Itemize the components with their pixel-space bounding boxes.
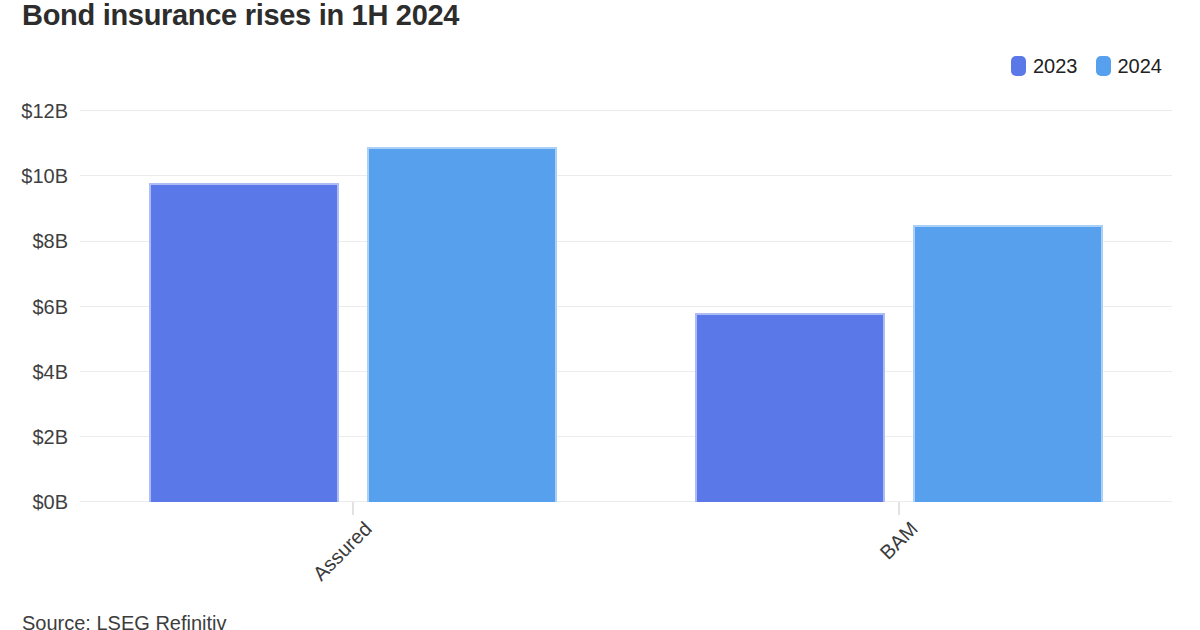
bar-assured-2023	[149, 183, 339, 502]
legend-swatch-2024	[1096, 56, 1111, 76]
y-axis: $0B$2B$4B$6B$8B$10B$12B	[0, 111, 68, 502]
x-axis-tick	[352, 502, 354, 515]
y-axis-tick-label: $12B	[0, 99, 68, 123]
y-axis-tick-label: $2B	[0, 425, 68, 449]
y-axis-tick-label: $8B	[0, 229, 68, 253]
x-axis-label-bam: BAM	[794, 518, 921, 630]
y-axis-tick-label: $6B	[0, 295, 68, 319]
source-note: Source: LSEG Refinitiv	[22, 611, 227, 630]
legend: 2023 2024	[1011, 56, 1162, 76]
bar-assured-2024	[367, 147, 557, 502]
legend-item-2023: 2023	[1011, 56, 1078, 76]
gridline	[80, 110, 1172, 111]
y-axis-tick-label: $10B	[0, 164, 68, 188]
legend-item-2024: 2024	[1096, 56, 1163, 76]
x-axis-tick	[898, 502, 900, 515]
legend-swatch-2023	[1011, 56, 1026, 76]
gridline	[80, 175, 1172, 176]
legend-label: 2023	[1033, 56, 1078, 76]
plot-area: AssuredBAM	[80, 111, 1172, 502]
y-axis-tick-label: $0B	[0, 490, 68, 514]
chart-title: Bond insurance rises in 1H 2024	[22, 0, 459, 32]
bar-bam-2023	[695, 313, 885, 502]
legend-label: 2024	[1118, 56, 1163, 76]
x-axis-label-assured: Assured	[248, 518, 375, 630]
bar-bam-2024	[913, 225, 1103, 502]
y-axis-tick-label: $4B	[0, 360, 68, 384]
